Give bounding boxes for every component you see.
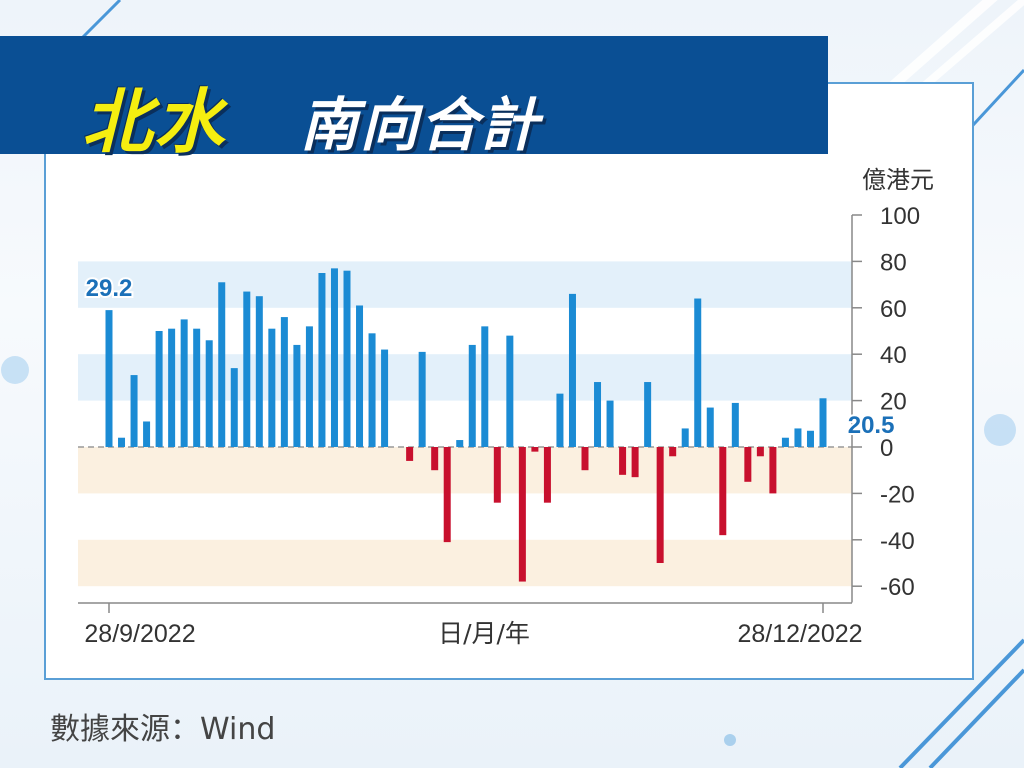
bar bbox=[719, 447, 727, 536]
bar bbox=[443, 447, 451, 543]
bar bbox=[431, 447, 439, 471]
bar bbox=[168, 328, 176, 447]
bar bbox=[255, 296, 263, 447]
bar bbox=[268, 328, 276, 447]
title-sub: 南向合計 bbox=[300, 91, 541, 159]
bar bbox=[418, 351, 426, 447]
bar bbox=[193, 328, 201, 447]
bar bbox=[481, 326, 489, 447]
bar bbox=[205, 340, 213, 447]
y-tick-label: 20 bbox=[880, 389, 907, 416]
bar bbox=[531, 447, 539, 452]
bar bbox=[769, 447, 777, 494]
y-tick-label: 100 bbox=[880, 203, 920, 230]
y-tick-label: 0 bbox=[880, 435, 893, 462]
y-tick-label: -20 bbox=[880, 481, 915, 508]
bar bbox=[218, 282, 226, 447]
bar bbox=[493, 447, 501, 503]
bar bbox=[694, 298, 702, 447]
bar bbox=[318, 273, 326, 447]
bar bbox=[456, 440, 464, 447]
bar bbox=[143, 421, 151, 447]
bar bbox=[543, 447, 551, 503]
bar bbox=[669, 447, 677, 457]
bar bbox=[368, 333, 376, 447]
bar bbox=[681, 428, 689, 447]
x-tick-label: 28/12/2022 bbox=[737, 620, 862, 648]
bar bbox=[756, 447, 764, 457]
title-banner bbox=[0, 36, 828, 154]
bar bbox=[305, 326, 313, 447]
bar bbox=[406, 447, 414, 461]
bar bbox=[130, 375, 138, 447]
chart-band bbox=[78, 447, 852, 494]
y-tick-label: -40 bbox=[880, 528, 915, 555]
chart-band bbox=[78, 261, 852, 308]
y-tick-label: 60 bbox=[880, 296, 907, 323]
bar bbox=[243, 291, 251, 447]
bar bbox=[105, 310, 113, 447]
bar bbox=[356, 305, 364, 447]
y-tick-label: 40 bbox=[880, 342, 907, 369]
bar bbox=[619, 447, 627, 475]
x-axis-label: 日/月/年 bbox=[438, 619, 530, 648]
bar bbox=[180, 319, 188, 447]
bar bbox=[644, 382, 652, 447]
bar bbox=[731, 402, 739, 447]
bar bbox=[230, 368, 238, 447]
bar bbox=[330, 268, 338, 447]
bar bbox=[293, 344, 301, 447]
bar bbox=[656, 447, 664, 563]
bar bbox=[794, 428, 802, 447]
bar bbox=[518, 447, 526, 582]
bar bbox=[581, 447, 589, 471]
y-unit-label: 億港元 bbox=[862, 166, 934, 194]
y-tick-label: -60 bbox=[880, 574, 915, 601]
data-source: 數據來源：Wind bbox=[50, 712, 276, 747]
bar bbox=[118, 437, 126, 447]
bar bbox=[343, 270, 351, 447]
bar bbox=[381, 349, 389, 447]
bar bbox=[631, 447, 639, 478]
chart-band bbox=[78, 539, 852, 587]
y-tick-label: 80 bbox=[880, 249, 907, 276]
bar bbox=[506, 335, 514, 447]
title-main: 北水 bbox=[82, 81, 226, 163]
data-label: 20.5 bbox=[848, 412, 895, 439]
x-tick-label: 28/9/2022 bbox=[84, 620, 195, 648]
data-label: 29.2 bbox=[86, 275, 133, 302]
bar bbox=[806, 430, 814, 447]
bar bbox=[781, 437, 789, 447]
bar bbox=[568, 293, 576, 447]
bar bbox=[706, 407, 714, 447]
bar bbox=[744, 447, 752, 482]
bar bbox=[468, 344, 476, 447]
bar bbox=[594, 382, 602, 447]
bar bbox=[819, 398, 827, 447]
bar bbox=[280, 317, 288, 447]
bar bbox=[556, 393, 564, 447]
bar bbox=[606, 400, 614, 447]
bar bbox=[155, 331, 163, 447]
